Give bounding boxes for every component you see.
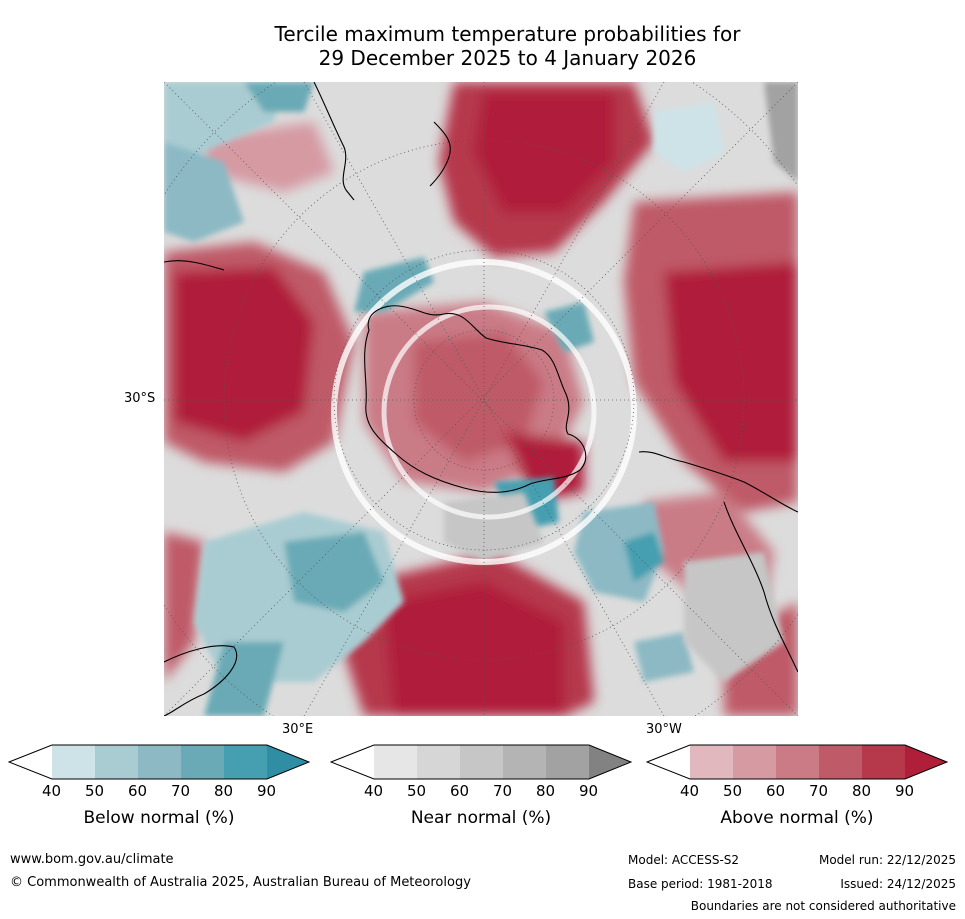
colorbar-near-ticks: 40 50 60 70 80 90 [330, 782, 632, 802]
map-title: Tercile maximum temperature probabilitie… [165, 22, 850, 70]
tick: 80 [536, 782, 556, 800]
new-zealand-coast [429, 121, 451, 187]
tick: 60 [128, 782, 148, 800]
colorbar-segment [690, 745, 733, 779]
colorbar-segment [546, 745, 589, 779]
colorbar-segment [331, 745, 374, 779]
tick: 70 [171, 782, 191, 800]
tick: 90 [895, 782, 915, 800]
australia-south-coast [164, 260, 225, 271]
tick: 50 [85, 782, 105, 800]
south-america-east-coast [723, 501, 798, 673]
colorbar-below-ticks: 40 50 60 70 80 90 [8, 782, 310, 802]
colorbar-below-title: Below normal (%) [83, 808, 235, 828]
tick: 50 [407, 782, 427, 800]
tercile-probability-map [164, 82, 798, 716]
coastlines [164, 82, 798, 716]
colorbar-segment [905, 745, 947, 779]
colorbar-near-normal [329, 744, 633, 780]
boundary-disclaimer: Boundaries are not considered authoritat… [690, 899, 956, 913]
lat-label-30s: 30°S [124, 391, 156, 406]
colorbar-segment [374, 745, 417, 779]
tick: 80 [214, 782, 234, 800]
model-name: Model: ACCESS-S2 [628, 853, 740, 867]
australia-west-coast [313, 82, 355, 201]
map-svg [164, 82, 798, 716]
colorbar-segment [181, 745, 224, 779]
south-america-coast [638, 451, 798, 513]
colorbar-segment [267, 745, 309, 779]
colorbar-above-title: Above normal (%) [720, 808, 874, 828]
model-run-date: Model run: 22/12/2025 [818, 853, 956, 867]
tick: 40 [42, 782, 62, 800]
graticule [164, 82, 798, 716]
colorbar-below-normal [7, 744, 311, 780]
near-normal-dark-regions [444, 82, 798, 682]
colorbar-segment [224, 745, 267, 779]
tick: 70 [809, 782, 829, 800]
issued-date: Issued: 24/12/2025 [840, 877, 956, 891]
colorbar-segment [460, 745, 503, 779]
colorbar-segment [862, 745, 905, 779]
tick: 60 [766, 782, 786, 800]
colorbar-segment [138, 745, 181, 779]
tick: 70 [493, 782, 513, 800]
base-period: Base period: 1981-2018 [628, 877, 773, 891]
title-line-2: 29 December 2025 to 4 January 2026 [318, 46, 697, 70]
colorbar-segment [9, 745, 52, 779]
tick: 40 [364, 782, 384, 800]
tick: 60 [450, 782, 470, 800]
colorbar-segment [95, 745, 138, 779]
colorbar-segment [589, 745, 631, 779]
colorbar-above-normal [645, 744, 949, 780]
tick: 50 [723, 782, 743, 800]
tick: 40 [680, 782, 700, 800]
antarctica-coastline [364, 305, 587, 493]
colorbar-segment [417, 745, 460, 779]
tick: 80 [852, 782, 872, 800]
colorbar-segment [503, 745, 546, 779]
colorbar-segment [819, 745, 862, 779]
colorbar-segment [52, 745, 95, 779]
tick: 90 [257, 782, 277, 800]
colorbar-segment [733, 745, 776, 779]
copyright-notice: © Commonwealth of Australia 2025, Austra… [10, 875, 471, 890]
colorbar-segment [647, 745, 690, 779]
lon-label-30w: 30°W [646, 722, 682, 737]
colorbar-near-title: Near normal (%) [410, 808, 552, 828]
colorbar-above-ticks: 40 50 60 70 80 90 [646, 782, 948, 802]
title-line-1: Tercile maximum temperature probabilitie… [274, 22, 741, 46]
africa-coast [164, 645, 238, 716]
colorbar-segment [776, 745, 819, 779]
lon-label-30e: 30°E [282, 722, 314, 737]
bom-climate-link[interactable]: www.bom.gov.au/climate [10, 852, 174, 867]
tick: 90 [579, 782, 599, 800]
